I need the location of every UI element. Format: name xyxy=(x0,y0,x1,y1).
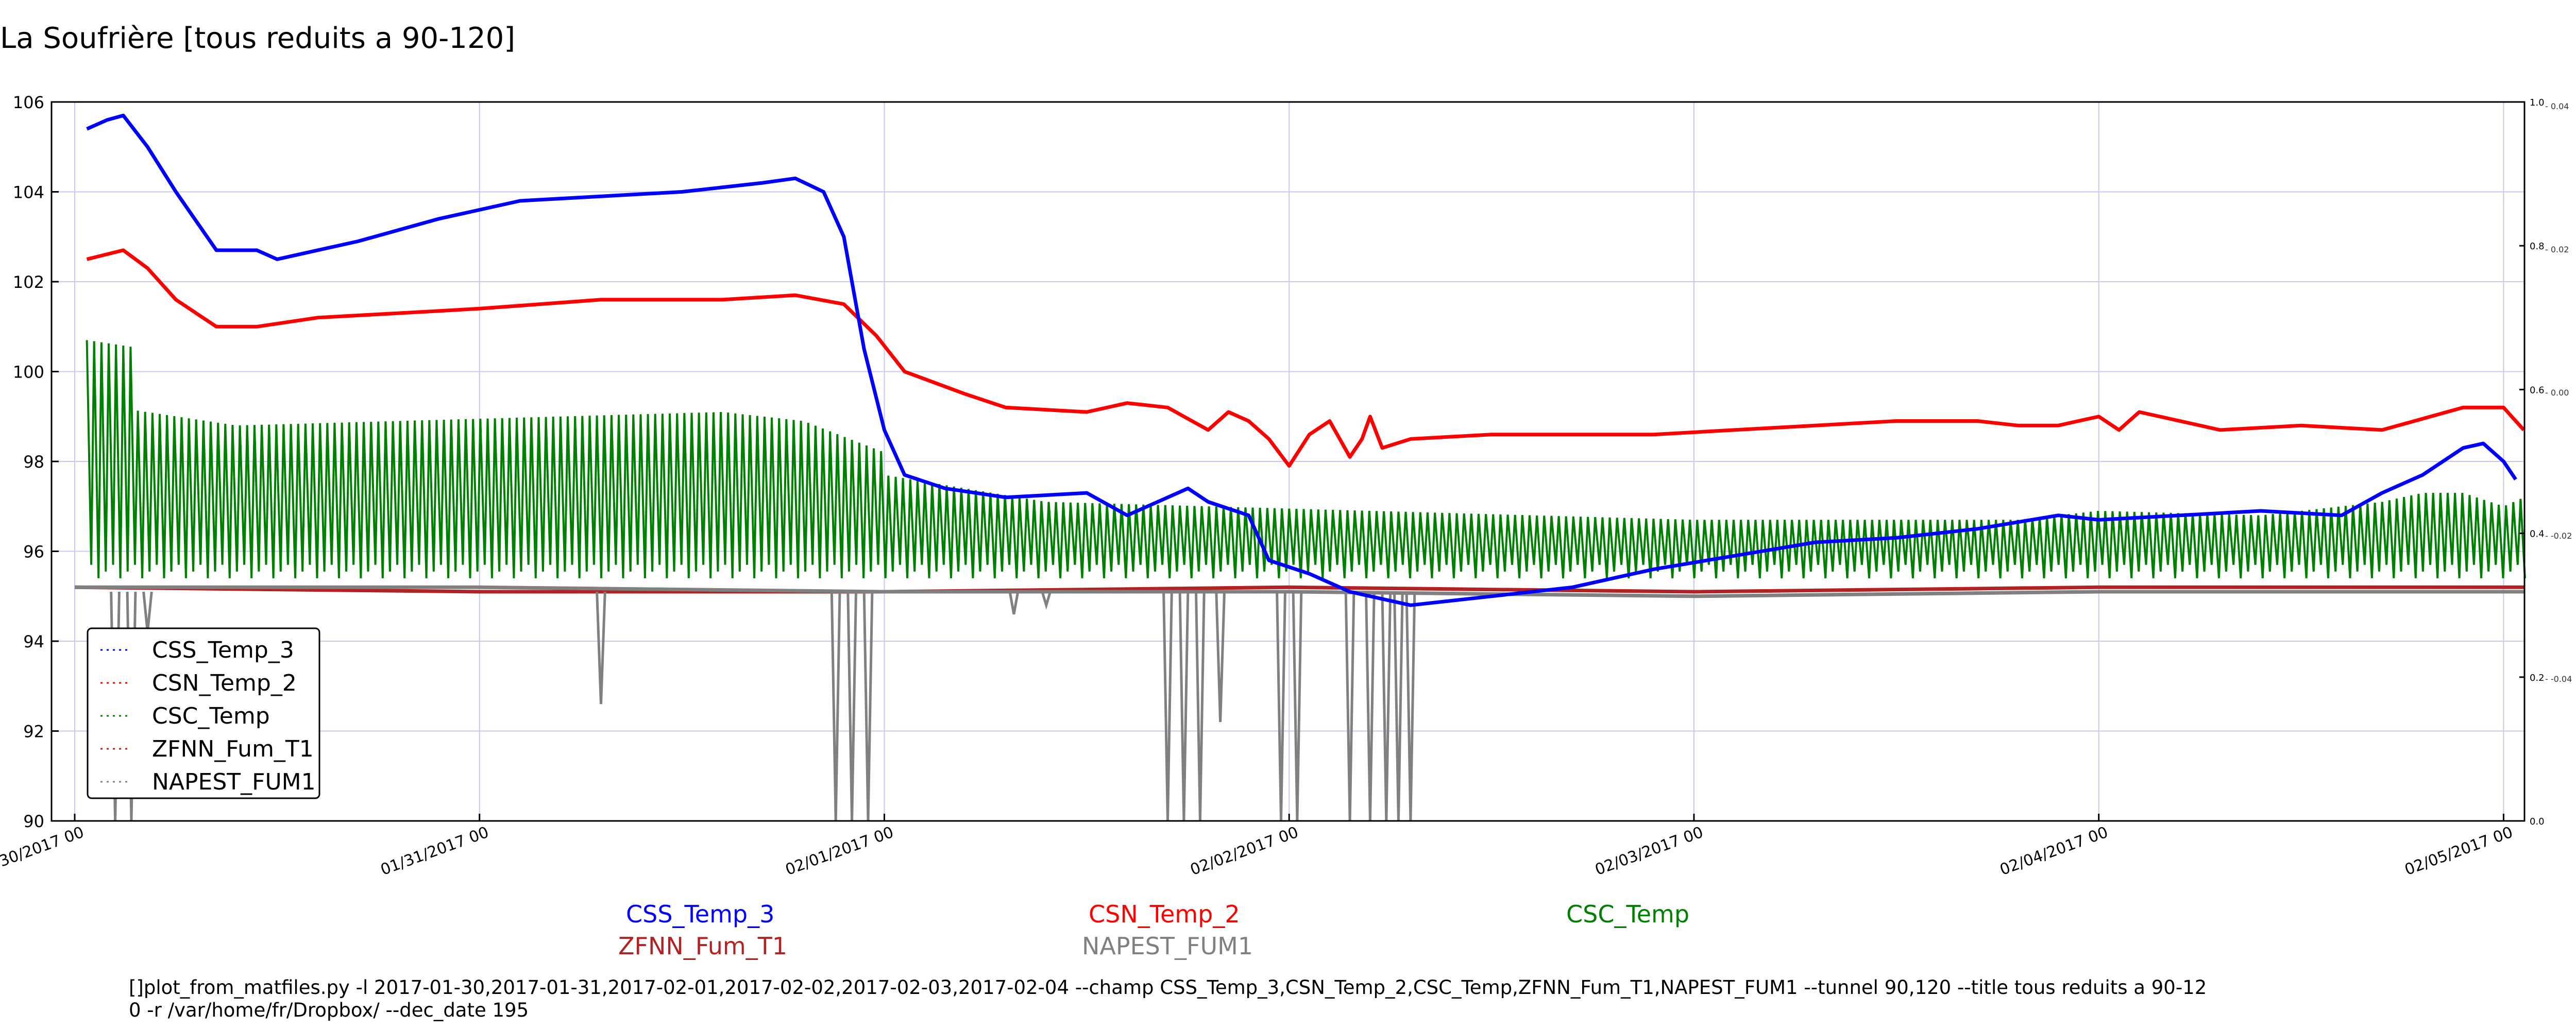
legend-label: CSS_Temp_3 xyxy=(152,637,294,663)
series-spike xyxy=(1195,591,1206,821)
series-CSC_Temp xyxy=(86,340,2526,578)
x-tick-label: 01/31/2017 00 xyxy=(378,823,491,879)
legend: CSS_Temp_3 CSN_Temp_2 CSC_Temp ZFNN_Fum_T1 N… xyxy=(87,627,320,799)
series-CSS_Temp_3 xyxy=(86,113,2517,607)
series-spike xyxy=(830,591,841,821)
x-tick-label: 02/01/2017 00 xyxy=(783,823,896,879)
y-tick-label: 92 xyxy=(23,722,44,742)
series-spike xyxy=(1178,591,1190,821)
series-spike xyxy=(142,591,153,632)
series-spike xyxy=(1292,591,1303,821)
x-tick-label: 02/03/2017 00 xyxy=(1592,823,1705,879)
right-tick-label: 0.8 xyxy=(2530,241,2545,252)
legend-label: CSN_Temp_2 xyxy=(152,670,297,696)
series-label-csn: CSN_Temp_2 xyxy=(1089,900,1240,928)
y-tick-label: 100 xyxy=(13,363,44,382)
x-tick-label: 02/04/2017 00 xyxy=(1997,823,2110,879)
series-spike xyxy=(862,591,874,821)
y-tick-label: 104 xyxy=(13,183,44,202)
series-spike xyxy=(1365,591,1376,821)
command-line-caption: []plot_from_matfiles.py -l 2017-01-30,20… xyxy=(129,976,2207,1022)
right-tick-label: 1.0 xyxy=(2530,97,2545,108)
series-layer xyxy=(74,113,2526,821)
legend-label: NAPEST_FUM1 xyxy=(152,769,316,795)
legend-label: CSC_Temp xyxy=(152,703,270,729)
right-tick-label: 0.0 xyxy=(2530,816,2545,827)
series-spike xyxy=(1008,591,1020,615)
series-line xyxy=(75,585,2524,598)
y-tick-label: 94 xyxy=(23,632,44,651)
series-spike xyxy=(1162,591,1173,821)
series-spike xyxy=(596,591,606,705)
legend-label: ZFNN_Fum_T1 xyxy=(152,736,314,762)
right-inner-tick-label: - 0.00 xyxy=(2545,388,2569,398)
x-tick-label: 02/02/2017 00 xyxy=(1188,823,1301,879)
series-label-zfnn: ZFNN_Fum_T1 xyxy=(618,932,788,960)
series-line xyxy=(86,248,2526,468)
series-line xyxy=(86,113,2517,607)
series-spike xyxy=(1393,591,1404,821)
x-tick-label: 02/05/2017 00 xyxy=(2402,823,2515,879)
x-axis: 01/30/2017 00 01/31/2017 00 02/01/2017 00 0… xyxy=(0,814,2515,879)
right-tick-label: 0.2 xyxy=(2530,673,2545,683)
right-tick-label: 0.6 xyxy=(2530,385,2545,396)
right-inner-tick-label: - 0.02 xyxy=(2545,245,2569,254)
series-spike xyxy=(1215,591,1226,723)
right-inner-tick-label: - -0.02 xyxy=(2545,531,2572,541)
series-spike xyxy=(1041,591,1052,610)
series-ZFNN_Fum_T1 xyxy=(74,585,2524,594)
series-spike xyxy=(1381,591,1392,821)
series-label-csc: CSC_Temp xyxy=(1566,900,1690,928)
right-axis: 0.0 0.2 0.4 0.6 0.8 1.0 - -0.04 - -0.02 - 0.00 - … xyxy=(2519,97,2572,827)
series-spike xyxy=(1405,591,1416,821)
command-line-2: 0 -r /var/home/fr/Dropbox/ --dec_date 19… xyxy=(129,999,529,1021)
series-label-napest: NAPEST_FUM1 xyxy=(1082,932,1253,960)
y-tick-label: 102 xyxy=(13,272,44,292)
y-tick-label: 98 xyxy=(23,452,44,472)
series-spike xyxy=(1276,591,1286,821)
series-CSN_Temp_2 xyxy=(86,248,2526,468)
legend-frame xyxy=(87,627,320,799)
y-axis: 90 92 94 96 98 100 102 104 106 xyxy=(13,93,59,831)
series-spike xyxy=(1344,591,1355,821)
command-line-1: []plot_from_matfiles.py -l 2017-01-30,20… xyxy=(129,976,2207,999)
series-line xyxy=(74,585,2524,594)
right-inner-tick-label: - -0.04 xyxy=(2545,674,2572,684)
series-spike xyxy=(846,591,857,821)
series-NAPEST_FUM1 xyxy=(75,585,2524,821)
y-tick-label: 106 xyxy=(13,93,44,112)
right-inner-tick-label: - 0.04 xyxy=(2545,101,2569,111)
series-label-css: CSS_Temp_3 xyxy=(626,900,775,928)
right-tick-label: 0.4 xyxy=(2530,529,2545,540)
y-tick-label: 90 xyxy=(23,812,44,831)
chart-title: La Soufrière [tous reduits a 90-120] xyxy=(0,22,516,55)
x-tick-label: 01/30/2017 00 xyxy=(0,823,87,879)
y-tick-label: 96 xyxy=(23,542,44,562)
series-line xyxy=(86,340,2526,578)
